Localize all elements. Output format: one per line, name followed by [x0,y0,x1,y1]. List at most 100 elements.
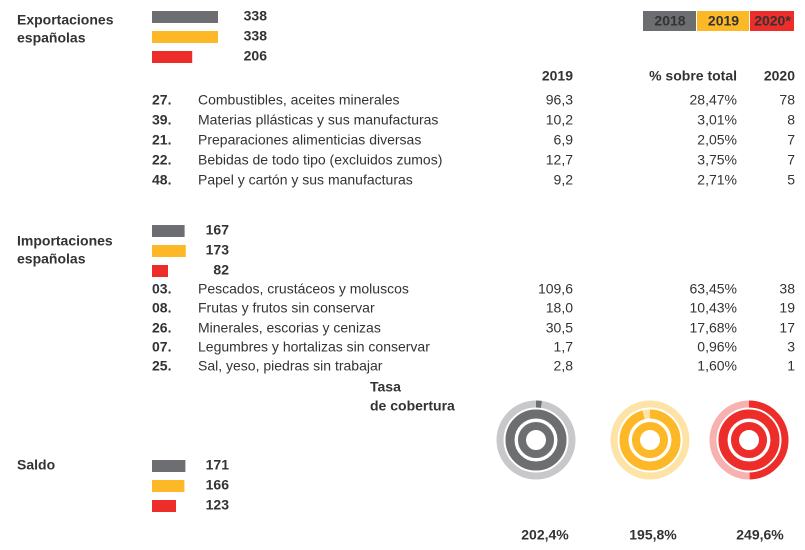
legend-swatch [697,11,749,31]
row-code: 26. [152,320,171,336]
bar-value: 338 [244,28,268,44]
coverage-value: 249,6% [736,527,784,543]
ring [619,409,681,471]
donut [496,400,576,480]
row-value: 96,3 [546,92,573,108]
bar-value: 167 [206,222,230,238]
row-value: 3,75% [697,152,737,168]
ring [718,409,780,471]
section-title: Importaciones [17,233,113,249]
row-value: 12,7 [546,152,573,168]
legend-label: 2020* [754,13,791,29]
bar [152,245,186,257]
row-label: Materias pllásticas y sus manufacturas [198,112,438,128]
bar-value: 82 [213,262,229,278]
row-value: 8 [787,112,795,128]
row-value: 78 [779,92,795,108]
row-code: 21. [152,132,171,148]
section-title: Tasa [370,379,401,395]
row-value: 7 [787,152,795,168]
bar-value: 338 [244,8,268,24]
row-value: 18,0 [546,300,573,316]
row-value: 10,43% [690,300,737,316]
row-value: 19 [779,300,795,316]
bar-value: 171 [206,457,230,473]
legend-label: 2019 [708,13,739,29]
ring [505,409,567,471]
coverage-value: 202,4% [521,527,569,543]
bar-value: 123 [206,497,230,513]
row-value: 3,01% [697,112,737,128]
ring-track [610,400,690,480]
ring [518,422,554,458]
bar [152,265,169,277]
column-header: 2020 [764,68,795,84]
row-label: Combustibles, aceites minerales [198,92,400,108]
legend-label: 2018 [654,13,685,29]
row-label: Frutas y frutos sin conservar [198,300,375,316]
row-value: 38 [779,281,795,297]
row-code: 22. [152,152,171,168]
row-code: 07. [152,339,171,355]
row-value: 3 [787,339,795,355]
section-title: españolas [17,251,86,267]
row-code: 03. [152,281,171,297]
bar [152,500,177,512]
row-value: 9,2 [554,172,574,188]
row-value: 2,8 [554,358,574,374]
legend-swatch [643,11,696,31]
section-title: españolas [17,30,86,46]
bar-value: 173 [206,242,230,258]
section-title: Exportaciones [17,12,114,28]
section-title: de cobertura [370,398,455,414]
section-title: Saldo [17,457,55,473]
row-label: Preparaciones alimenticias diversas [198,132,421,148]
ring [496,400,576,480]
row-value: 63,45% [690,281,737,297]
bar [152,11,218,23]
bar [152,480,185,492]
row-value: 2,05% [697,132,737,148]
row-code: 25. [152,358,171,374]
row-label: Bebidas de todo tipo (excluidos zumos) [198,152,442,168]
row-value: 7 [787,132,795,148]
row-code: 27. [152,92,171,108]
row-value: 10,2 [546,112,573,128]
bar-value: 206 [244,48,268,64]
bar [152,51,193,63]
row-value: 6,9 [554,132,574,148]
row-label: Legumbres y hortalizas sin conservar [198,339,430,355]
row-value: 2,71% [697,172,737,188]
row-value: 109,6 [538,281,573,297]
row-label: Pescados, crustáceos y moluscos [198,281,409,297]
row-value: 30,5 [546,320,573,336]
bar [152,460,186,472]
column-header: % sobre total [649,68,737,84]
donut [610,400,690,480]
bar-value: 166 [206,477,230,493]
row-code: 48. [152,172,171,188]
bar [152,31,218,43]
row-label: Sal, yeso, piedras sin trabajar [198,358,383,374]
bar [152,225,185,237]
row-value: 17 [779,320,795,336]
row-code: 39. [152,112,171,128]
row-label: Minerales, escorias y cenizas [198,320,381,336]
ring [709,400,789,480]
ring [632,422,668,458]
legend-swatch [750,11,794,31]
coverage-value: 195,8% [629,527,677,543]
donut [709,400,789,480]
row-value: 0,96% [697,339,737,355]
row-value: 28,47% [690,92,737,108]
row-value: 5 [787,172,795,188]
column-header: 2019 [542,68,573,84]
ring [731,422,767,458]
row-label: Papel y cartón y sus manufacturas [198,172,413,188]
row-value: 1 [787,358,795,374]
row-value: 17,68% [690,320,737,336]
row-value: 1,7 [554,339,574,355]
row-code: 08. [152,300,171,316]
row-value: 1,60% [697,358,737,374]
